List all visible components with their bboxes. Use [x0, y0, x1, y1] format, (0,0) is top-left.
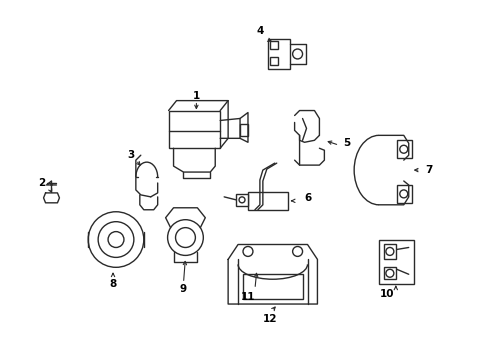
Bar — [397, 140, 412, 158]
Bar — [236, 194, 248, 206]
Text: 9: 9 — [180, 284, 187, 294]
Circle shape — [168, 220, 203, 255]
Circle shape — [108, 231, 124, 247]
Text: 3: 3 — [127, 150, 135, 160]
Circle shape — [400, 190, 408, 198]
Bar — [384, 244, 396, 260]
Text: 10: 10 — [380, 289, 394, 299]
Text: 11: 11 — [241, 292, 255, 302]
Text: 5: 5 — [343, 138, 351, 148]
Bar — [240, 125, 248, 136]
Circle shape — [239, 197, 245, 203]
Text: 12: 12 — [263, 314, 277, 324]
Text: 8: 8 — [109, 279, 117, 289]
Bar — [243, 274, 302, 299]
Circle shape — [400, 145, 408, 153]
Circle shape — [98, 222, 134, 257]
Bar — [248, 192, 288, 210]
Bar — [270, 57, 278, 65]
Circle shape — [293, 247, 302, 256]
Text: 2: 2 — [38, 178, 45, 188]
Bar — [268, 39, 290, 69]
Circle shape — [88, 212, 144, 267]
Bar — [397, 185, 412, 203]
Text: 6: 6 — [304, 193, 311, 203]
Text: 4: 4 — [256, 26, 264, 36]
Circle shape — [386, 247, 394, 255]
Bar — [169, 111, 220, 148]
Bar — [384, 267, 396, 279]
Circle shape — [175, 228, 196, 247]
Circle shape — [243, 247, 253, 256]
Bar — [270, 41, 278, 49]
Text: 7: 7 — [425, 165, 432, 175]
Circle shape — [386, 269, 394, 277]
Circle shape — [293, 49, 302, 59]
Bar — [379, 239, 414, 284]
Text: 1: 1 — [193, 91, 200, 101]
